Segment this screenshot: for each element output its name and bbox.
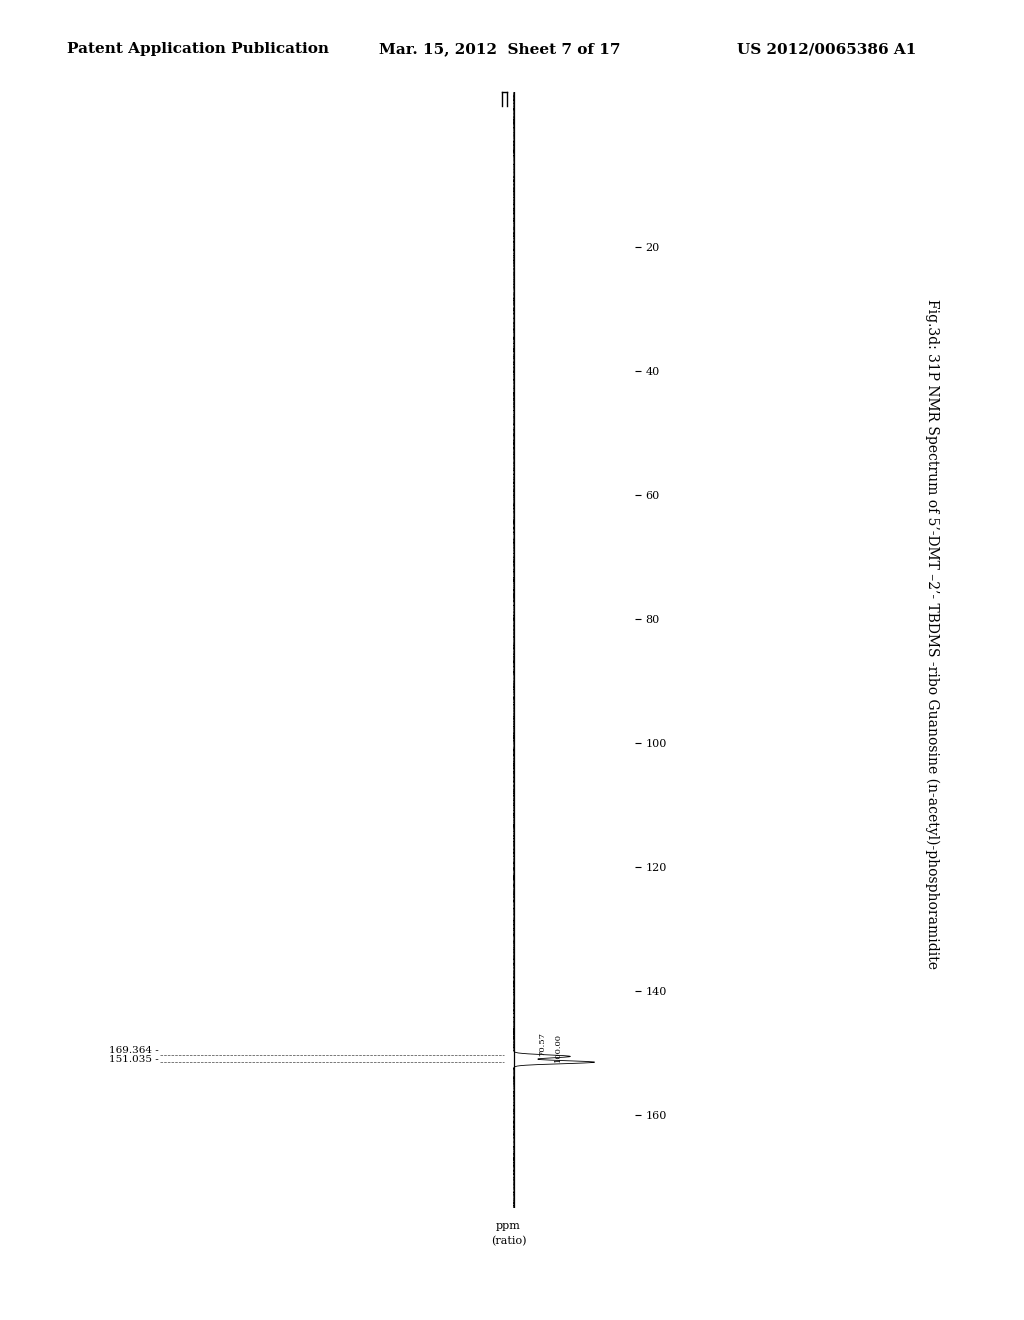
Text: 70.57: 70.57 [538,1032,546,1056]
Text: 100.00: 100.00 [554,1034,562,1063]
Text: Mar. 15, 2012  Sheet 7 of 17: Mar. 15, 2012 Sheet 7 of 17 [379,42,621,57]
Text: US 2012/0065386 A1: US 2012/0065386 A1 [737,42,916,57]
Text: Patent Application Publication: Patent Application Publication [67,42,329,57]
Text: Fig.3d: 31P NMR Spectrum of 5’-DMT –2’- TBDMS -ribo Guanosine (n-acetyl)-phospho: Fig.3d: 31P NMR Spectrum of 5’-DMT –2’- … [925,298,939,969]
Text: 169.364 -: 169.364 - [109,1045,159,1055]
Text: (ratio): (ratio) [490,1236,526,1246]
Text: 151.035 -: 151.035 - [109,1055,159,1064]
Text: ppm: ppm [496,1221,521,1232]
